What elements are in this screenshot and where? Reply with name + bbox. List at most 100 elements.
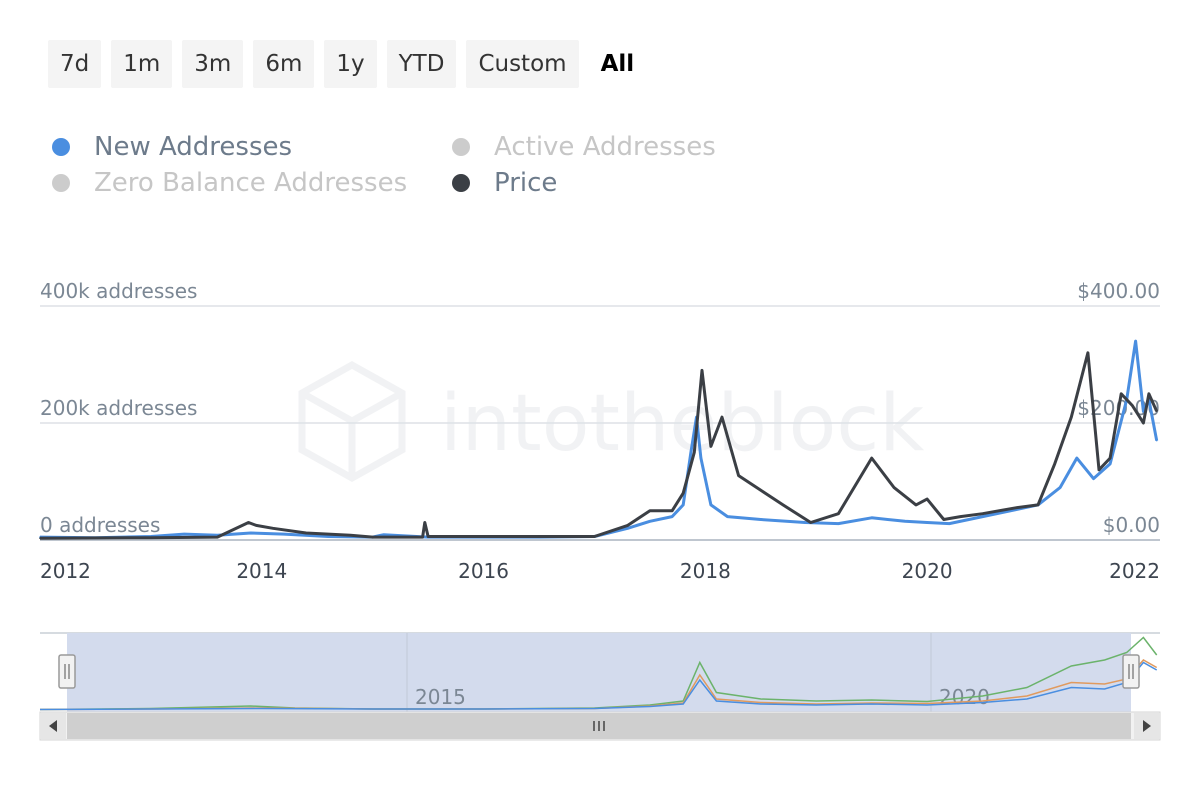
data-point-price xyxy=(693,451,696,454)
data-point-new-addresses xyxy=(283,533,285,535)
data-point-price xyxy=(981,512,984,515)
data-point-price xyxy=(701,369,703,372)
data-point-price xyxy=(682,492,684,495)
legend-item-price[interactable]: Price xyxy=(452,168,772,198)
navigator-selected-range[interactable] xyxy=(67,633,1131,712)
data-point-new-addresses xyxy=(904,520,906,523)
data-point-price xyxy=(1053,463,1056,465)
data-point-new-addresses xyxy=(760,518,762,521)
data-point-price xyxy=(305,532,307,534)
legend-dot-icon xyxy=(452,174,470,192)
data-point-price xyxy=(255,524,257,527)
data-point-price xyxy=(1098,469,1100,471)
watermark: intotheblock xyxy=(298,360,924,483)
data-point-price xyxy=(427,535,429,538)
data-point-price xyxy=(150,536,152,539)
data-point-price xyxy=(1155,410,1158,413)
data-point-price xyxy=(1120,393,1122,395)
data-point-price xyxy=(959,515,962,518)
range-button-all[interactable]: All xyxy=(589,40,647,88)
data-point-price xyxy=(1131,404,1134,407)
range-button-1y[interactable]: 1y xyxy=(324,40,377,88)
range-button-ytd[interactable]: YTD xyxy=(386,40,457,88)
data-point-new-addresses xyxy=(837,522,840,525)
data-point-price xyxy=(39,537,41,539)
legend-item-new-addresses[interactable]: New Addresses xyxy=(52,132,452,162)
data-point-new-addresses xyxy=(700,457,702,459)
data-point-new-addresses xyxy=(682,504,684,506)
data-point-price xyxy=(926,498,928,500)
data-point-price xyxy=(424,521,426,524)
data-point-price xyxy=(943,518,945,521)
data-point-price xyxy=(371,536,374,538)
data-point-price xyxy=(421,536,424,538)
data-point-price xyxy=(1087,352,1089,354)
scroll-right-button[interactable] xyxy=(1134,713,1160,739)
data-point-price xyxy=(1109,457,1111,459)
data-point-new-addresses xyxy=(981,515,984,518)
data-point-new-addresses xyxy=(1059,486,1061,489)
data-point-new-addresses xyxy=(249,532,252,534)
y-right-tick-label: $0.00 xyxy=(1103,513,1160,537)
legend-item-active-addresses[interactable]: Active Addresses xyxy=(452,132,772,162)
navigator-left-handle[interactable] xyxy=(58,654,76,689)
legend-label: New Addresses xyxy=(94,132,293,162)
range-button-6m[interactable]: 6m xyxy=(253,40,315,88)
data-point-price xyxy=(1148,393,1150,395)
data-point-new-addresses xyxy=(1134,340,1137,342)
range-button-7d[interactable]: 7d xyxy=(48,40,102,88)
data-point-price xyxy=(782,504,784,506)
data-point-price xyxy=(721,416,723,418)
scroll-left-button[interactable] xyxy=(40,713,66,739)
data-point-new-addresses xyxy=(1076,457,1078,459)
data-point-price xyxy=(760,489,762,492)
data-point-new-addresses xyxy=(690,451,692,454)
data-point-new-addresses xyxy=(1155,439,1158,442)
data-point-price xyxy=(482,535,485,538)
data-point-new-addresses xyxy=(1092,477,1095,480)
arrow-right-icon xyxy=(1143,720,1151,732)
data-point-price xyxy=(349,534,352,537)
y-left-tick-label: 0 addresses xyxy=(40,513,160,537)
data-point-new-addresses xyxy=(870,517,873,519)
x-tick-label: 2022 xyxy=(1109,559,1160,583)
legend-label: Active Addresses xyxy=(494,132,716,162)
data-point-price xyxy=(538,535,540,538)
range-button-3m[interactable]: 3m xyxy=(182,40,244,88)
scrollbar-grip-icon xyxy=(593,721,605,731)
x-tick-label: 2018 xyxy=(680,559,731,583)
legend-dot-icon xyxy=(52,138,70,156)
data-point-price xyxy=(671,510,673,512)
data-point-price xyxy=(1037,504,1039,506)
data-point-price xyxy=(216,536,219,538)
data-point-new-addresses xyxy=(710,504,712,506)
navigator-right-handle[interactable] xyxy=(1122,654,1140,689)
data-point-new-addresses xyxy=(948,522,951,525)
scrollbar-track[interactable] xyxy=(39,711,1161,741)
navigator-label: 2015 xyxy=(415,685,466,709)
data-point-price xyxy=(1070,416,1073,418)
legend-item-zero-balance-addresses[interactable]: Zero Balance Addresses xyxy=(52,168,452,198)
legend-dot-icon xyxy=(52,174,70,192)
scrollbar-thumb[interactable] xyxy=(67,713,1131,739)
range-button-1m[interactable]: 1m xyxy=(111,40,173,88)
navigator-series-new-addresses xyxy=(39,661,1158,711)
data-point-price xyxy=(809,521,812,524)
data-point-price xyxy=(626,524,629,527)
legend-label: Price xyxy=(494,168,558,198)
navigator-label: 2020 xyxy=(939,685,990,709)
data-point-new-addresses xyxy=(1142,410,1145,413)
data-point-price xyxy=(737,474,740,477)
range-selector: 7d 1m 3m 6m 1y YTD Custom All xyxy=(48,40,646,88)
navigator-series-zero-balance-addresses xyxy=(39,659,1158,711)
data-point-new-addresses xyxy=(926,521,928,524)
data-point-price xyxy=(649,510,651,512)
main-chart: intotheblock 0 addresses $0.00 200k address… xyxy=(39,279,1160,583)
data-point-price xyxy=(915,504,917,506)
data-point-price xyxy=(593,535,596,538)
data-point-new-addresses xyxy=(649,520,651,523)
range-button-custom[interactable]: Custom xyxy=(466,40,579,88)
navigator-series-active-addresses xyxy=(39,636,1158,711)
data-point-price xyxy=(837,512,840,515)
x-tick-label: 2012 xyxy=(40,559,91,583)
